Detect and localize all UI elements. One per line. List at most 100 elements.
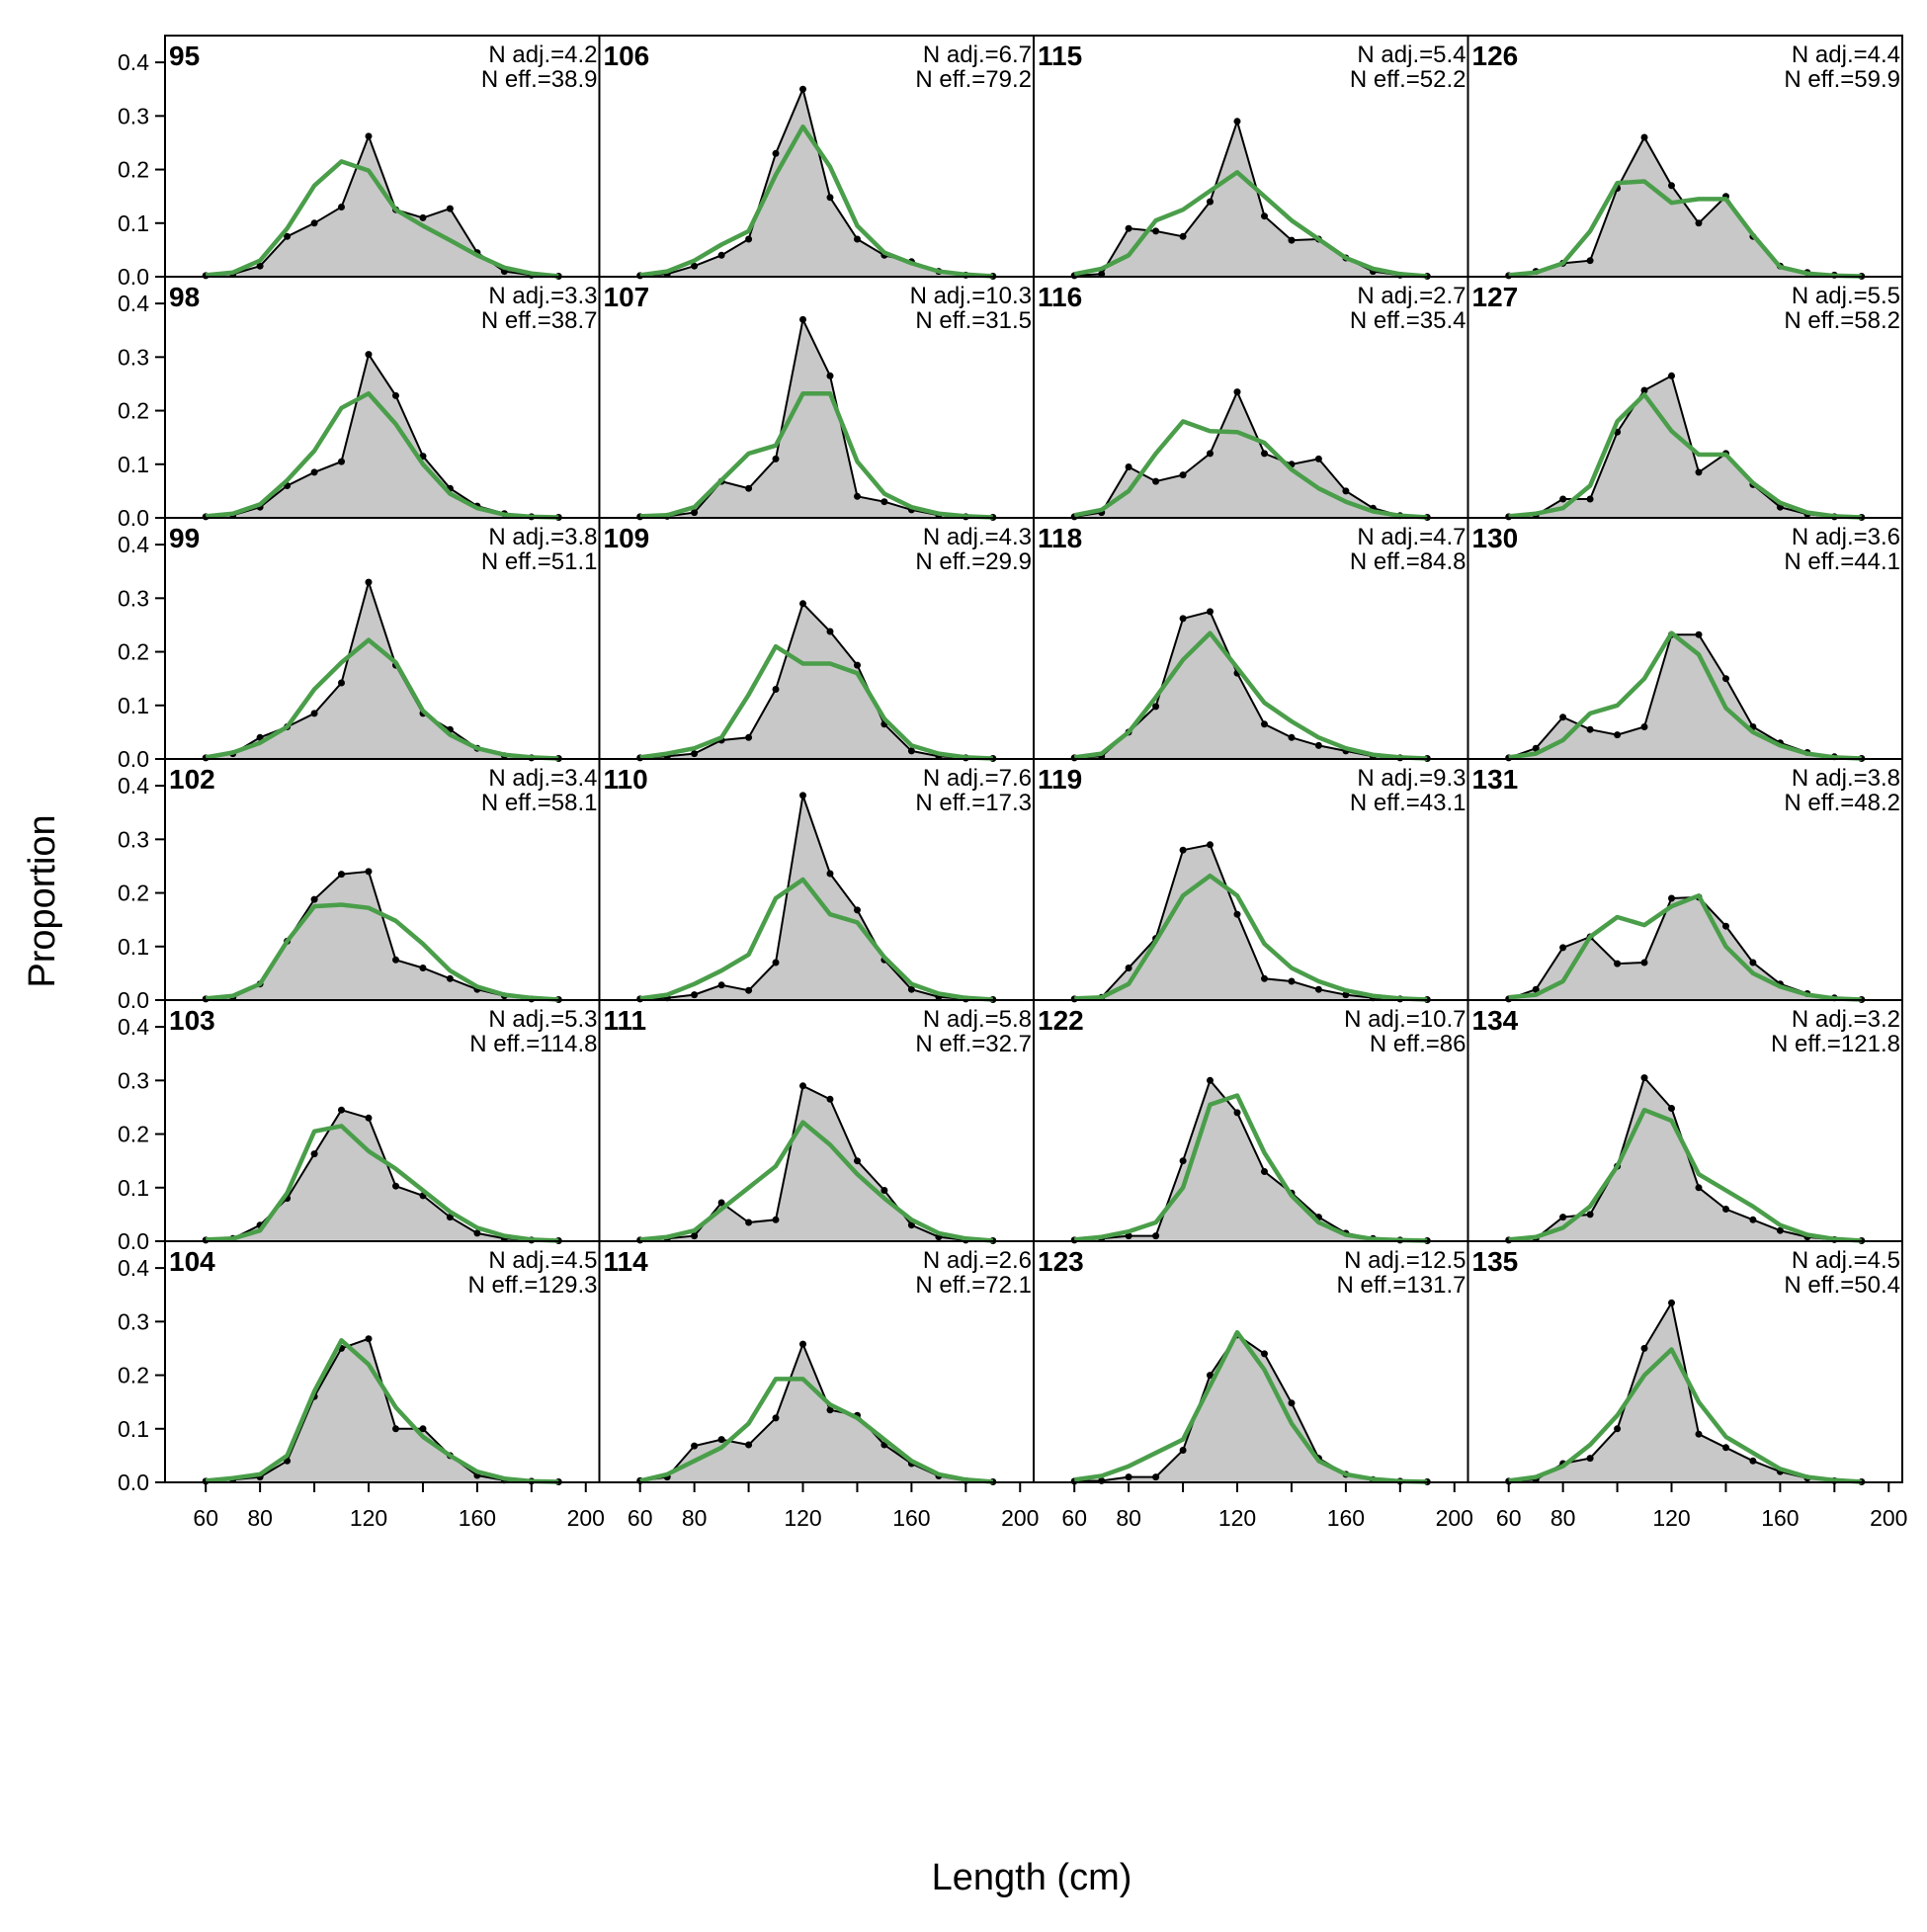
observed-point	[1288, 236, 1296, 244]
expected-line	[1508, 1347, 1862, 1484]
y-tick-label: 0.3	[118, 1067, 149, 1093]
panel-label: 122	[1038, 1005, 1084, 1036]
panel-label: 131	[1472, 764, 1519, 795]
y-tick-label: 0.1	[118, 693, 149, 718]
observed-area	[639, 319, 993, 518]
n-adj-label: N adj.=5.3	[488, 1006, 597, 1033]
n-eff-label: N eff.=43.1	[1350, 790, 1466, 816]
panel-122: 122 N adj.=10.7N eff.=86	[1033, 999, 1469, 1244]
observed-point	[1125, 1232, 1132, 1240]
observed-point	[1233, 910, 1241, 918]
observed-area	[206, 354, 559, 518]
y-tick-label: 0.0	[118, 1228, 149, 1254]
n-adj-label: N adj.=4.5	[488, 1247, 597, 1274]
y-tick-label: 0.2	[118, 881, 149, 906]
observed-point	[907, 747, 915, 755]
observed-point	[1314, 985, 1322, 993]
y-tick-label: 0.2	[118, 1363, 149, 1388]
x-tick-label: 200	[1870, 1505, 1907, 1531]
observed-point	[826, 194, 834, 202]
expected-line	[639, 124, 993, 279]
observed-point	[1233, 1109, 1241, 1117]
panel-label: 103	[169, 1005, 215, 1036]
observed-area	[1508, 634, 1862, 759]
n-eff-label: N eff.=35.4	[1350, 307, 1466, 334]
observed-point	[1695, 630, 1703, 638]
observed-point	[1695, 1184, 1703, 1192]
panel-123: 123 N adj.=12.5N eff.=131.7	[1033, 1240, 1469, 1485]
expected-line	[639, 643, 993, 761]
observed-area	[1508, 137, 1862, 277]
panel-label: 135	[1472, 1246, 1519, 1277]
panel-label: 102	[169, 764, 215, 795]
panel-label: 98	[169, 282, 200, 312]
expected-line	[1073, 419, 1428, 520]
observed-point	[1314, 741, 1322, 749]
observed-area	[206, 135, 559, 277]
observed-point	[745, 986, 753, 994]
expected-line	[1073, 630, 1428, 761]
observed-point	[1614, 1425, 1622, 1433]
observed-point	[1776, 1226, 1784, 1234]
x-tick-label: 80	[1116, 1505, 1141, 1531]
observed-point	[1749, 1457, 1757, 1465]
y-tick-label: 0.3	[118, 103, 149, 128]
observed-point	[691, 509, 699, 517]
observed-point	[1640, 386, 1648, 394]
observed-point	[691, 1442, 699, 1450]
expected-line	[205, 1338, 559, 1484]
observed-point	[392, 1425, 399, 1433]
x-tick-label: 120	[1652, 1505, 1690, 1531]
observed-point	[1152, 227, 1160, 235]
observed-point	[1640, 133, 1648, 141]
n-eff-label: N eff.=86	[1370, 1031, 1466, 1057]
y-tick-label: 0.0	[118, 505, 149, 531]
observed-point	[338, 1106, 345, 1114]
observed-point	[310, 710, 318, 717]
observed-point	[1125, 965, 1132, 971]
observed-point	[1640, 1074, 1648, 1082]
expected-line	[205, 902, 559, 1002]
n-adj-label: N adj.=3.8	[1792, 765, 1900, 792]
x-tick-label: 200	[1436, 1505, 1473, 1531]
observed-point	[1668, 894, 1675, 902]
observed-point	[1722, 922, 1729, 930]
n-adj-label: N adj.=5.4	[1357, 42, 1466, 68]
observed-point	[1179, 615, 1187, 623]
observed-point	[365, 578, 373, 586]
x-tick-label: 80	[1550, 1505, 1576, 1531]
observed-point	[310, 219, 318, 227]
observed-point	[284, 232, 292, 240]
x-tick-label: 160	[892, 1505, 930, 1531]
observed-point	[772, 959, 780, 966]
observed-point	[310, 895, 318, 903]
expected-line	[205, 637, 559, 761]
panel-label: 114	[604, 1246, 649, 1277]
observed-point	[745, 235, 753, 243]
observed-point	[1668, 1105, 1675, 1112]
y-tick-label: 0.3	[118, 585, 149, 611]
expected-line	[639, 1377, 993, 1484]
panel-label: 107	[604, 282, 650, 312]
observed-point	[1233, 118, 1241, 126]
observed-point	[1314, 455, 1322, 462]
n-eff-label: N eff.=50.4	[1784, 1272, 1900, 1299]
y-tick-label: 0.0	[118, 746, 149, 772]
observed-point	[1125, 1473, 1132, 1481]
y-tick-label: 0.1	[118, 1416, 149, 1442]
observed-area	[206, 871, 559, 1000]
expected-line	[1508, 1107, 1862, 1243]
panel-label: 95	[169, 41, 200, 71]
observed-point	[691, 991, 699, 999]
n-eff-label: N eff.=79.2	[915, 66, 1032, 93]
panel-131: 131 N adj.=3.8N eff.=48.2	[1466, 758, 1903, 1003]
n-adj-label: N adj.=4.5	[1792, 1247, 1900, 1274]
n-adj-label: N adj.=3.6	[1792, 524, 1900, 550]
y-tick-label: 0.4	[118, 49, 149, 75]
observed-point	[745, 1218, 753, 1226]
x-tick-label: 200	[567, 1505, 605, 1531]
observed-point	[691, 750, 699, 758]
panel-label: 126	[1472, 41, 1519, 71]
panel-label: 99	[169, 523, 200, 553]
